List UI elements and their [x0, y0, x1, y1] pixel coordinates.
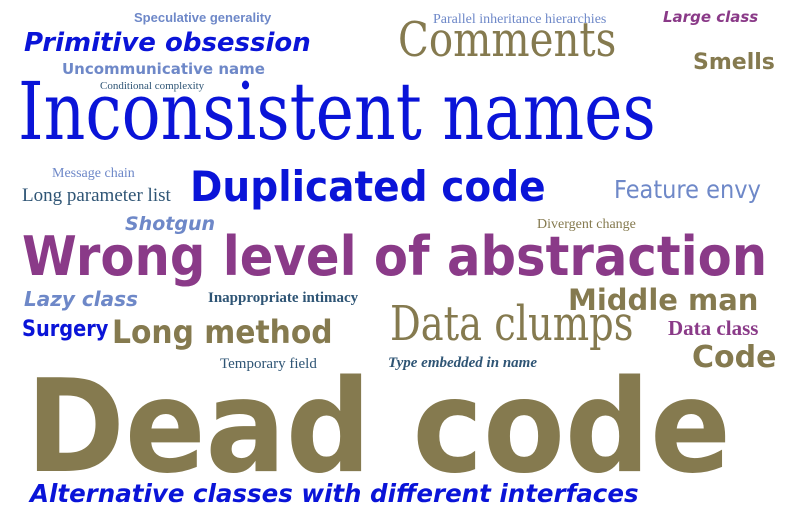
word-conditional-complexity: Conditional complexity — [100, 80, 205, 92]
word-long-method: Long method — [112, 313, 333, 351]
word-divergent-change: Divergent change — [537, 217, 636, 232]
word-inappropriate-intimacy: Inappropriate intimacy — [208, 290, 359, 306]
word-message-chain: Message chain — [52, 166, 135, 181]
word-duplicated-code: Duplicated code — [190, 162, 546, 211]
word-inconsistent-names: Inconsistent names — [18, 65, 656, 158]
word-code: Code — [692, 340, 777, 375]
word-comments: Comments — [398, 12, 617, 68]
word-feature-envy: Feature envy — [614, 175, 761, 204]
word-dead-code: Dead code — [26, 353, 731, 502]
word-data-class: Data class — [668, 316, 759, 340]
word-shotgun: Shotgun — [125, 213, 215, 235]
word-parallel-inheritance-hierarchies: Parallel inheritance hierarchies — [433, 12, 607, 27]
word-large-class: Large class — [663, 8, 759, 26]
word-uncommunicative-name: Uncommunicative name — [62, 60, 265, 78]
word-type-embedded-in-name: Type embedded in name — [388, 355, 537, 371]
word-smells: Smells — [693, 50, 775, 75]
word-lazy-class: Lazy class — [24, 287, 138, 311]
word-surgery: Surgery — [22, 317, 109, 342]
word-long-parameter-list: Long parameter list — [22, 185, 171, 206]
word-temporary-field: Temporary field — [220, 356, 317, 372]
word-primitive-obsession: Primitive obsession — [24, 28, 311, 58]
word-alternative-classes: Alternative classes with different inter… — [30, 479, 639, 508]
word-middle-man: Middle man — [568, 283, 759, 317]
word-wrong-level-of-abstraction: Wrong level of abstraction — [22, 225, 768, 288]
word-data-clumps: Data clumps — [390, 296, 634, 352]
word-speculative-generality: Speculative generality — [134, 10, 272, 25]
